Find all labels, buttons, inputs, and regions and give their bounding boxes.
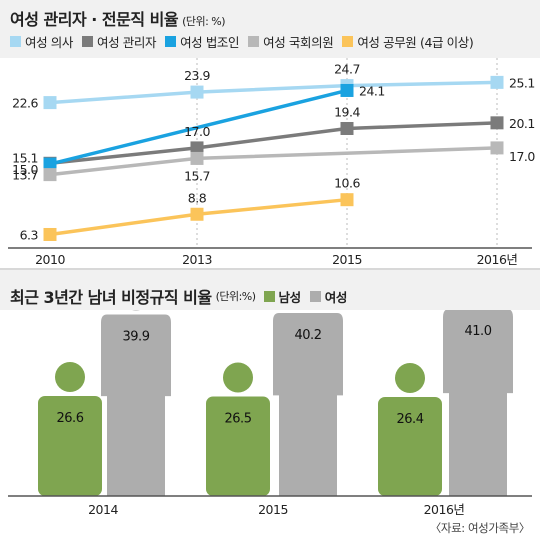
data-label: 15.7 xyxy=(184,168,210,183)
legend-item: 여성 법조인 xyxy=(165,32,240,51)
data-point xyxy=(190,85,204,99)
people-chart: 26.6 39.9 26.5 40.2 26.4 41.0 2014 2015 2016년 xyxy=(8,310,532,517)
male-figure: 26.6 xyxy=(38,362,102,496)
data-point xyxy=(43,227,57,241)
legend-label: 여성 공무원 (4급 이상) xyxy=(357,35,474,50)
data-point xyxy=(190,151,204,165)
figure-body xyxy=(443,310,513,496)
data-label: 23.9 xyxy=(184,68,210,83)
female-figure: 39.9 xyxy=(101,310,171,496)
legend-swatch xyxy=(248,36,260,47)
data-label: 41.0 xyxy=(465,324,492,339)
source-note: 〈자료: 여성가족부〉 xyxy=(429,521,531,535)
data-point xyxy=(190,141,204,155)
chart-legend: 남성 여성 xyxy=(263,287,356,306)
chart-unit-label: (단위:%) xyxy=(215,290,256,303)
x-tick-label: 2015 xyxy=(332,252,362,267)
series-line xyxy=(49,146,498,177)
figure-body xyxy=(206,396,270,496)
data-label: 24.1 xyxy=(359,83,385,98)
legend-item: 여성 공무원 (4급 이상) xyxy=(342,32,474,51)
legend-label: 여성 의사 xyxy=(25,35,73,50)
chart-title: 최근 3년간 남녀 비정규직 비율 (단위:%) 남성 여성 xyxy=(10,284,356,308)
legend-label: 여성 국회의원 xyxy=(263,35,334,50)
data-point xyxy=(490,116,504,130)
chart-legend: 여성 의사 여성 관리자 여성 법조인 여성 국회의원 여성 공무원 (4급 이상) xyxy=(10,32,482,51)
series-line xyxy=(49,121,498,166)
data-label: 8.8 xyxy=(188,190,207,205)
data-label: 26.4 xyxy=(397,412,424,427)
data-label: 17.0 xyxy=(509,149,535,164)
chart-unit-label: (단위: %) xyxy=(182,15,226,28)
chart-title-text: 최근 3년간 남녀 비정규직 비율 xyxy=(10,288,212,307)
data-point xyxy=(340,193,354,207)
x-tick-label: 2010 xyxy=(35,252,65,267)
x-tick-label: 2013 xyxy=(182,252,212,267)
figure-head xyxy=(223,362,253,393)
data-label: 10.6 xyxy=(334,176,360,191)
legend-item: 여성 의사 xyxy=(10,32,73,51)
legend-item: 여성 국회의원 xyxy=(248,32,334,51)
x-tick-label: 2015 xyxy=(258,502,288,517)
data-label: 26.6 xyxy=(57,411,84,426)
figure-body xyxy=(273,313,343,496)
data-point xyxy=(43,96,57,110)
series-line xyxy=(49,80,498,105)
legend-item: 여성 xyxy=(309,287,348,306)
figure-body xyxy=(101,314,171,496)
chart-panel-nonregular: 최근 3년간 남녀 비정규직 비율 (단위:%) 남성 여성 26.6 39.9 26.… xyxy=(0,270,540,520)
data-point xyxy=(340,83,354,97)
data-label: 25.1 xyxy=(509,75,535,90)
x-tick-label: 2016년 xyxy=(424,502,465,517)
legend-swatch xyxy=(342,36,354,47)
data-point xyxy=(490,141,504,155)
data-point xyxy=(340,121,354,135)
series-line xyxy=(49,88,348,166)
data-label: 13.7 xyxy=(12,168,38,183)
figure-head xyxy=(395,363,425,393)
data-label: 17.0 xyxy=(184,124,210,139)
data-label: 24.7 xyxy=(334,62,360,77)
line-chart: 22.6 23.9 24.7 25.1 15.1 17.0 19.4 20.1 15.0 24.1… xyxy=(8,58,536,267)
data-label: 40.2 xyxy=(295,328,322,343)
legend-label: 여성 관리자 xyxy=(96,35,157,50)
data-label: 19.4 xyxy=(334,104,360,119)
figure-head xyxy=(132,310,140,311)
data-point xyxy=(43,168,57,182)
data-label: 20.1 xyxy=(509,116,535,131)
legend-label: 여성 xyxy=(324,289,348,305)
chart-panel-professional: 여성 관리자 · 전문직 비율 (단위: %) 여성 의사 여성 관리자 여성 법조인… xyxy=(0,0,540,268)
data-point xyxy=(43,157,57,171)
male-figure: 26.5 xyxy=(206,362,270,496)
data-label: 39.9 xyxy=(123,330,150,345)
data-label: 15.1 xyxy=(12,150,38,165)
figure-body xyxy=(38,396,102,496)
figure-head xyxy=(55,362,85,392)
chart-title-text: 여성 관리자 · 전문직 비율 xyxy=(10,10,179,29)
legend-swatch xyxy=(10,36,21,47)
x-tick-label: 2016년 xyxy=(477,252,518,267)
data-point xyxy=(490,75,504,89)
section-divider xyxy=(0,268,540,270)
legend-swatch xyxy=(165,36,177,47)
female-figure: 41.0 xyxy=(443,310,513,496)
legend-item: 여성 관리자 xyxy=(81,32,157,51)
data-label: 26.5 xyxy=(225,412,252,427)
data-label: 6.3 xyxy=(20,227,38,242)
x-tick-label: 2014 xyxy=(88,502,118,517)
figure-body xyxy=(378,397,442,496)
data-label: 15.0 xyxy=(12,162,38,177)
legend-label: 남성 xyxy=(278,289,302,305)
legend-swatch xyxy=(263,290,275,302)
legend-swatch xyxy=(309,290,321,302)
male-figure: 26.4 xyxy=(378,363,442,496)
legend-label: 여성 법조인 xyxy=(180,35,240,50)
chart-title: 여성 관리자 · 전문직 비율 (단위: %) xyxy=(10,6,226,30)
data-label: 22.6 xyxy=(12,96,38,111)
legend-item: 남성 xyxy=(263,287,302,306)
female-figure: 40.2 xyxy=(273,313,343,496)
legend-swatch xyxy=(81,36,93,47)
data-point xyxy=(190,207,204,221)
